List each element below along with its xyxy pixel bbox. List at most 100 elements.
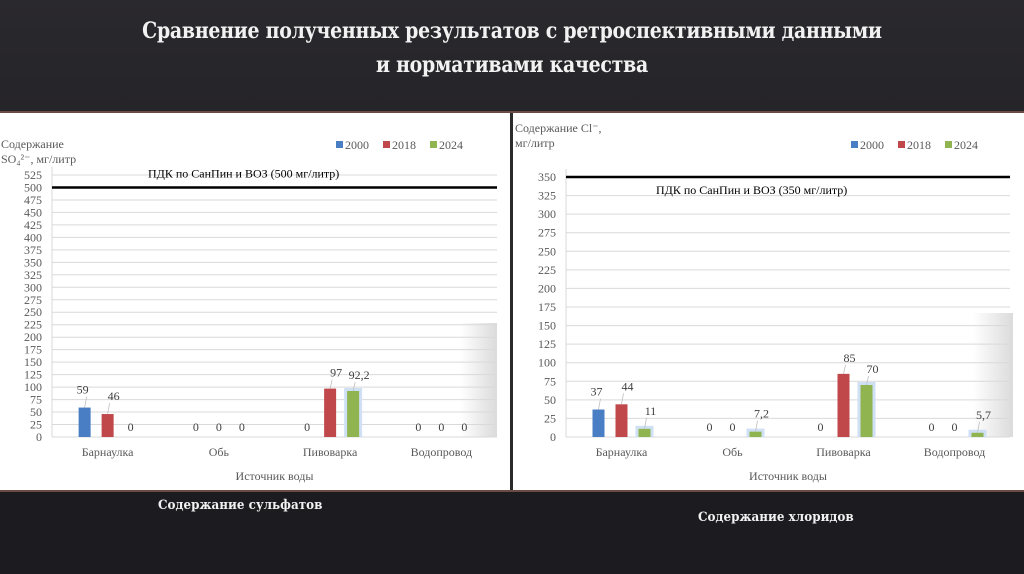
y-tick-label: 250 xyxy=(538,244,556,258)
y-tick-label: 375 xyxy=(24,243,42,257)
y-tick-label: 0 xyxy=(36,430,42,444)
y-title-line-1: Содержание Cl⁻, xyxy=(515,121,602,135)
x-axis-title: Источник воды xyxy=(236,469,314,483)
leader-line xyxy=(866,375,869,386)
legend-swatch-icon xyxy=(851,141,858,148)
data-label: 0 xyxy=(929,420,935,434)
y-tick-label: 50 xyxy=(30,405,42,419)
data-label: 0 xyxy=(193,420,199,434)
data-label: 70 xyxy=(867,362,879,376)
data-label: 11 xyxy=(645,404,657,418)
bar-2018 xyxy=(615,404,628,437)
bar-2024 xyxy=(749,431,762,437)
data-label: 0 xyxy=(239,420,245,434)
sulfate-chart-panel: Содержание SO₄²⁻, мг/литр 2000 2018 2024… xyxy=(0,113,510,490)
slide-title: Сравнение полученных результатов с ретро… xyxy=(72,14,953,82)
data-label: 37 xyxy=(591,385,603,399)
chloride-chart-panel: Содержание Cl⁻, мг/литр 2000 2018 2024 0… xyxy=(513,113,1024,490)
data-label: 44 xyxy=(622,379,634,393)
y-tick-label: 75 xyxy=(30,393,42,407)
y-tick-label: 0 xyxy=(550,430,556,444)
leader-line xyxy=(107,402,111,415)
y-tick-label: 350 xyxy=(538,170,556,184)
legend-item-2000: 2000 xyxy=(851,138,884,153)
y-title-line-2: SO₄²⁻, мг/литр xyxy=(1,152,77,166)
leader-line xyxy=(598,398,601,410)
chloride-bar-chart: 0 25 50 75 100 125 150 175 200 225 250 275 300 325 350… xyxy=(538,169,1010,483)
y-tick-label: 200 xyxy=(538,281,556,295)
title-line-2: и нормативами качества xyxy=(375,52,649,78)
x-category-label: Барнаулка xyxy=(82,445,134,459)
data-label: 0 xyxy=(415,420,421,434)
data-label: 0 xyxy=(304,420,310,434)
y-tick-label: 325 xyxy=(538,189,556,203)
data-label: 5,7 xyxy=(976,408,991,422)
chloride-caption: Содержание хлоридов xyxy=(698,510,854,525)
y-tick-label: 275 xyxy=(24,293,42,307)
y-tick-label: 75 xyxy=(544,374,556,388)
limit-label: ПДК по СанПин и ВОЗ (350 мг/литр) xyxy=(656,183,847,197)
data-label: 0 xyxy=(128,420,134,434)
title-line-1: Сравнение полученных результатов с ретро… xyxy=(142,18,882,44)
y-tick-label: 125 xyxy=(538,337,556,351)
x-category-label: Пивоварка xyxy=(816,445,871,459)
data-label: 0 xyxy=(818,420,824,434)
bottom-divider xyxy=(0,490,1024,492)
y-tick-label: 400 xyxy=(24,230,42,244)
y-tick-label: 150 xyxy=(24,355,42,369)
data-label: 85 xyxy=(844,351,856,365)
y-tick-label: 100 xyxy=(24,380,42,394)
leader-line xyxy=(843,364,846,374)
data-label: 0 xyxy=(216,420,222,434)
y-tick-label: 500 xyxy=(24,180,42,194)
legend-swatch-icon xyxy=(430,141,437,148)
legend-label: 2000 xyxy=(860,138,884,152)
bar-2024 xyxy=(971,432,984,437)
y-tick-label: 525 xyxy=(24,168,42,182)
legend-item-2018: 2018 xyxy=(898,138,931,153)
sulfate-legend: 2000 2018 2024 xyxy=(336,138,463,153)
data-label: 0 xyxy=(707,420,713,434)
x-category-label: Водопровод xyxy=(411,445,473,459)
y-title-line-2: мг/литр xyxy=(515,136,555,150)
y-tick-label: 125 xyxy=(24,368,42,382)
legend-item-2024: 2024 xyxy=(430,138,463,153)
sulfate-y-axis-title: Содержание SO₄²⁻, мг/литр xyxy=(1,137,76,167)
bar-2018 xyxy=(324,388,337,437)
legend-label: 2018 xyxy=(907,138,931,152)
chloride-y-axis-title: Содержание Cl⁻, мг/литр xyxy=(515,121,602,151)
bar-2024 xyxy=(347,390,360,437)
title-band xyxy=(0,0,1024,112)
panel-separator xyxy=(510,113,513,490)
leader-line xyxy=(977,421,980,433)
y-tick-label: 325 xyxy=(24,268,42,282)
y-tick-label: 300 xyxy=(24,280,42,294)
y-tick-label: 225 xyxy=(24,318,42,332)
leader-line xyxy=(329,379,333,389)
bar-2024 xyxy=(860,385,873,437)
chloride-legend: 2000 2018 2024 xyxy=(851,138,978,153)
legend-label: 2024 xyxy=(954,138,978,152)
y-tick-label: 175 xyxy=(24,343,42,357)
x-axis-title: Источник воды xyxy=(749,469,827,483)
top-divider xyxy=(0,111,1024,113)
y-title-line-1: Содержание xyxy=(1,137,64,151)
chart-shadow xyxy=(973,313,1013,437)
limit-label: ПДК по СанПин и ВОЗ (500 мг/литр) xyxy=(148,166,339,180)
data-label: 0 xyxy=(952,420,958,434)
y-tick-label: 25 xyxy=(30,418,42,432)
leader-line xyxy=(644,417,647,429)
legend-label: 2024 xyxy=(439,138,463,152)
leader-line xyxy=(84,396,88,408)
data-label: 59 xyxy=(77,383,89,397)
legend-item-2024: 2024 xyxy=(945,138,978,153)
y-tick-label: 350 xyxy=(24,255,42,269)
legend-swatch-icon xyxy=(383,141,390,148)
sulfate-bar-chart: 0255075100125150175200225250275300325350… xyxy=(24,166,497,483)
y-tick-label: 300 xyxy=(538,207,556,221)
data-label: 92,2 xyxy=(349,368,370,382)
y-tick-label: 25 xyxy=(544,411,556,425)
y-tick-label: 450 xyxy=(24,205,42,219)
y-tick-label: 225 xyxy=(538,263,556,277)
leader-line xyxy=(621,393,624,405)
